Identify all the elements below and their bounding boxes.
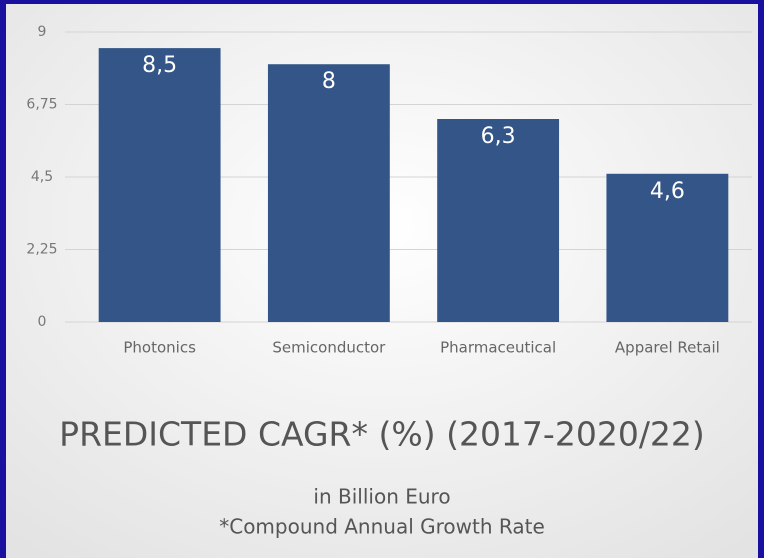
y-tick-label: 6,75	[26, 97, 57, 113]
bar	[267, 64, 390, 322]
y-tick-label: 0	[38, 314, 47, 330]
value-label: 8,5	[142, 53, 177, 78]
y-tick-label: 4,5	[31, 169, 53, 185]
value-label: 6,3	[481, 124, 516, 149]
chart-subtitle: in Billion Euro	[313, 485, 450, 509]
x-tick-label: Pharmaceutical	[440, 339, 556, 357]
value-label: 4,6	[650, 179, 685, 204]
x-tick-label: Photonics	[123, 339, 196, 357]
y-tick-label: 9	[38, 24, 47, 40]
footnote: *Compound Annual Growth Rate	[219, 515, 545, 539]
y-tick-label: 2,25	[26, 242, 57, 258]
x-tick-label: Semiconductor	[272, 339, 386, 357]
bar	[437, 119, 560, 322]
chart-title: PREDICTED CAGR* (%) (2017-2020/22)	[59, 415, 705, 454]
x-tick-label: Apparel Retail	[615, 339, 720, 357]
bar	[98, 48, 221, 322]
value-label: 8	[322, 69, 336, 94]
bar	[606, 173, 729, 322]
